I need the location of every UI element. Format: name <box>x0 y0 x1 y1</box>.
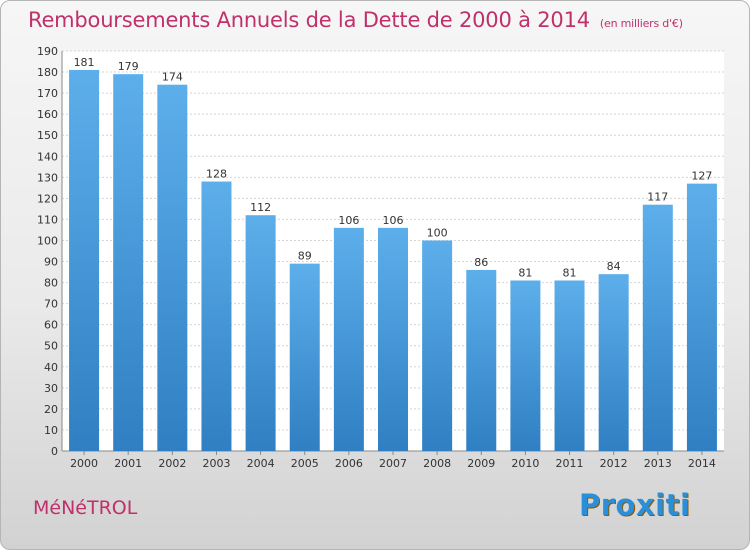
x-tick-label: 2013 <box>644 457 672 470</box>
bar <box>157 84 188 452</box>
y-tick-label: 80 <box>44 277 58 290</box>
x-tick-label: 2009 <box>467 457 495 470</box>
y-tick-label: 190 <box>37 45 58 58</box>
bar <box>598 274 629 451</box>
y-tick-labels: 0 10 20 30 40 50 60 70 80 90 100 110 120 130 140 150 160… <box>37 45 58 458</box>
y-tick-label: 130 <box>37 171 58 184</box>
x-tick-label: 2003 <box>202 457 230 470</box>
y-tick-label: 150 <box>37 129 58 142</box>
bar <box>422 240 453 451</box>
y-tick-label: 110 <box>37 213 58 226</box>
x-tick-label: 2010 <box>511 457 539 470</box>
chart-unit: (en milliers d'€) <box>599 17 683 30</box>
bar-value-label: 174 <box>162 71 183 84</box>
bar-value-label: 117 <box>647 191 668 204</box>
bar-value-label: 181 <box>74 56 95 69</box>
value-labels: 181 179 174 128 112 89 106 106 100 86 81 81 84 117 127 <box>74 56 713 280</box>
bar-value-label: 128 <box>206 168 227 181</box>
x-tick-label: 2000 <box>70 457 98 470</box>
x-tick-label: 2012 <box>600 457 628 470</box>
bar <box>113 74 144 451</box>
bar-value-label: 112 <box>250 201 271 214</box>
bar-value-label: 179 <box>118 60 139 73</box>
chart-title-block: Remboursements Annuels de la Dette de 20… <box>28 8 683 32</box>
bar <box>510 280 541 451</box>
x-tick-label: 2001 <box>114 457 142 470</box>
y-tick-label: 0 <box>51 445 58 458</box>
x-tick-label: 2006 <box>335 457 363 470</box>
y-tick-label: 140 <box>37 150 58 163</box>
bar-value-label: 106 <box>383 214 404 227</box>
y-tick-label: 10 <box>44 424 58 437</box>
y-tick-label: 40 <box>44 361 58 374</box>
bar-value-label: 81 <box>518 266 532 279</box>
bar-value-label: 106 <box>338 214 359 227</box>
bar <box>289 263 320 451</box>
bar-value-label: 86 <box>474 256 488 269</box>
bar <box>378 227 408 451</box>
y-tick-label: 50 <box>44 340 58 353</box>
bars <box>69 69 717 452</box>
bar-value-label: 127 <box>691 170 712 183</box>
bar-value-label: 100 <box>427 226 448 239</box>
y-tick-label: 70 <box>44 298 58 311</box>
x-tick-label: 2005 <box>291 457 319 470</box>
x-tick-label: 2011 <box>556 457 584 470</box>
bar <box>245 215 276 451</box>
x-tick-label: 2007 <box>379 457 407 470</box>
bar-value-label: 84 <box>607 260 621 273</box>
y-tick-label: 160 <box>37 108 58 121</box>
y-tick-label: 20 <box>44 403 58 416</box>
x-tick-label: 2014 <box>688 457 716 470</box>
x-tick-label: 2002 <box>158 457 186 470</box>
y-tick-label: 100 <box>37 234 58 247</box>
bar <box>201 181 232 452</box>
y-tick-label: 180 <box>37 66 58 79</box>
x-tick-label: 2008 <box>423 457 451 470</box>
city-name: MéNéTROL <box>33 497 138 519</box>
y-tick-label: 120 <box>37 192 58 205</box>
y-tick-label: 30 <box>44 382 58 395</box>
x-tick-label: 2004 <box>247 457 275 470</box>
bar <box>554 280 585 451</box>
bar <box>333 227 364 451</box>
bar <box>686 183 717 451</box>
y-tick-label: 90 <box>44 256 58 269</box>
y-tick-label: 170 <box>37 87 58 100</box>
bar-value-label: 89 <box>298 250 312 263</box>
x-tick-labels: 2000 2001 2002 2003 2004 2005 2006 2007 2008 2009… <box>70 451 716 470</box>
y-tick-label: 60 <box>44 319 58 332</box>
bar <box>466 269 497 451</box>
chart-title: Remboursements Annuels de la Dette de 20… <box>28 8 590 32</box>
bar <box>69 69 100 452</box>
bar-value-label: 81 <box>563 266 577 279</box>
bar <box>642 204 673 451</box>
brand-logo: Proxiti <box>579 488 691 522</box>
